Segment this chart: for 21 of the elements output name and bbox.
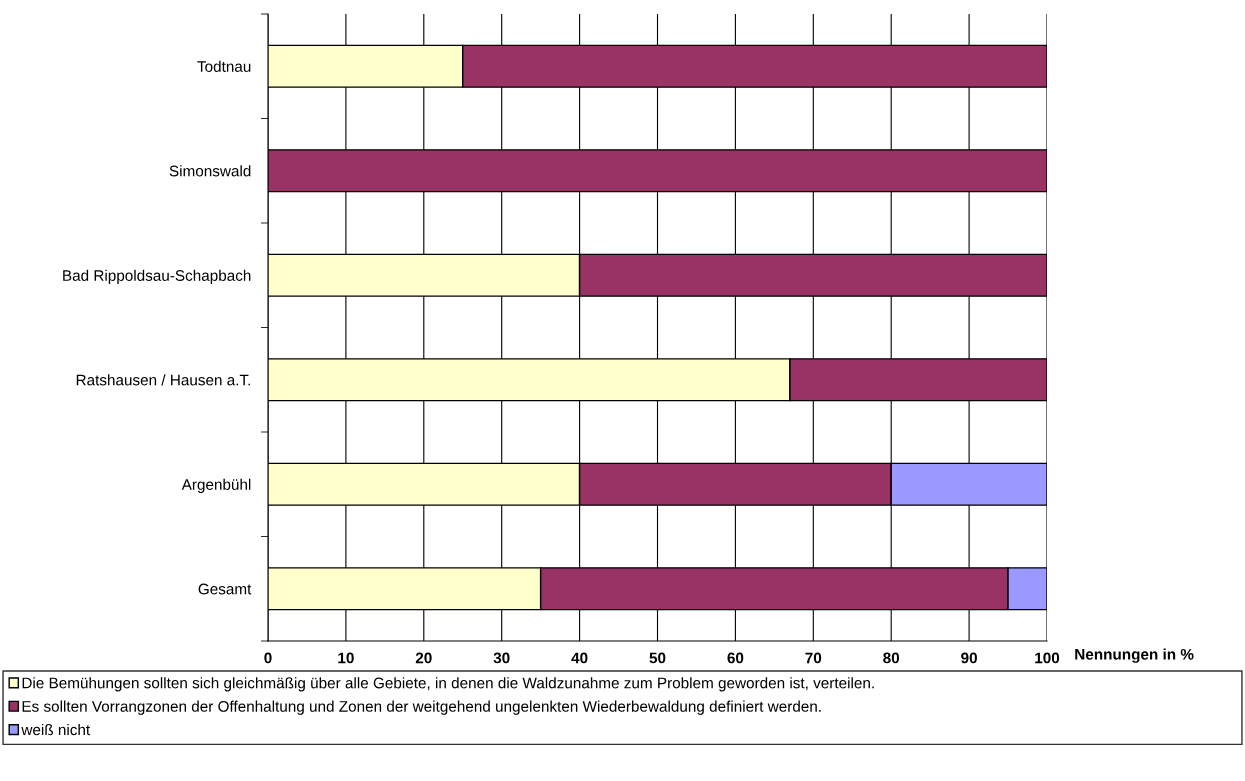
- x-tick-label: 90: [961, 652, 977, 664]
- y-tick-label: Gesamt: [198, 583, 252, 595]
- x-tick-label: 70: [805, 652, 822, 664]
- y-tick-label: Argenbühl: [181, 478, 251, 493]
- x-tick-label: 40: [571, 652, 588, 664]
- y-tick-label: Todtnau: [197, 60, 251, 72]
- x-tick-label: 10: [338, 652, 354, 664]
- x-axis-title: Nennungen in %: [1075, 648, 1194, 663]
- x-tick-label: 50: [649, 652, 666, 664]
- y-tick-label: Bad Rippoldsau-Schapbach: [63, 269, 251, 284]
- legend-label: Es sollten Vorrangzonen der Offenhaltung und Zonen der weitgehend ungelenkten Wiederbewaldung definiert werden.: [22, 700, 821, 715]
- x-tick-label: 80: [883, 652, 900, 664]
- x-tick-label: 20: [415, 652, 432, 664]
- x-tick-label: 60: [727, 652, 744, 664]
- x-tick-label: 30: [493, 652, 510, 664]
- y-tick-label: Simonswald: [169, 165, 251, 177]
- y-tick-label: Ratshausen / Hausen a.T.: [76, 374, 250, 386]
- x-tick-label: 100: [1035, 652, 1060, 664]
- x-tick-label: 0: [264, 652, 272, 664]
- legend-label: Die Bemühungen sollten sich gleichmäßig über alle Gebiete, in denen die Waldzunahme zum Problem geworden ist, verteilen.: [22, 677, 874, 692]
- legend-label: weiß nicht: [21, 723, 91, 736]
